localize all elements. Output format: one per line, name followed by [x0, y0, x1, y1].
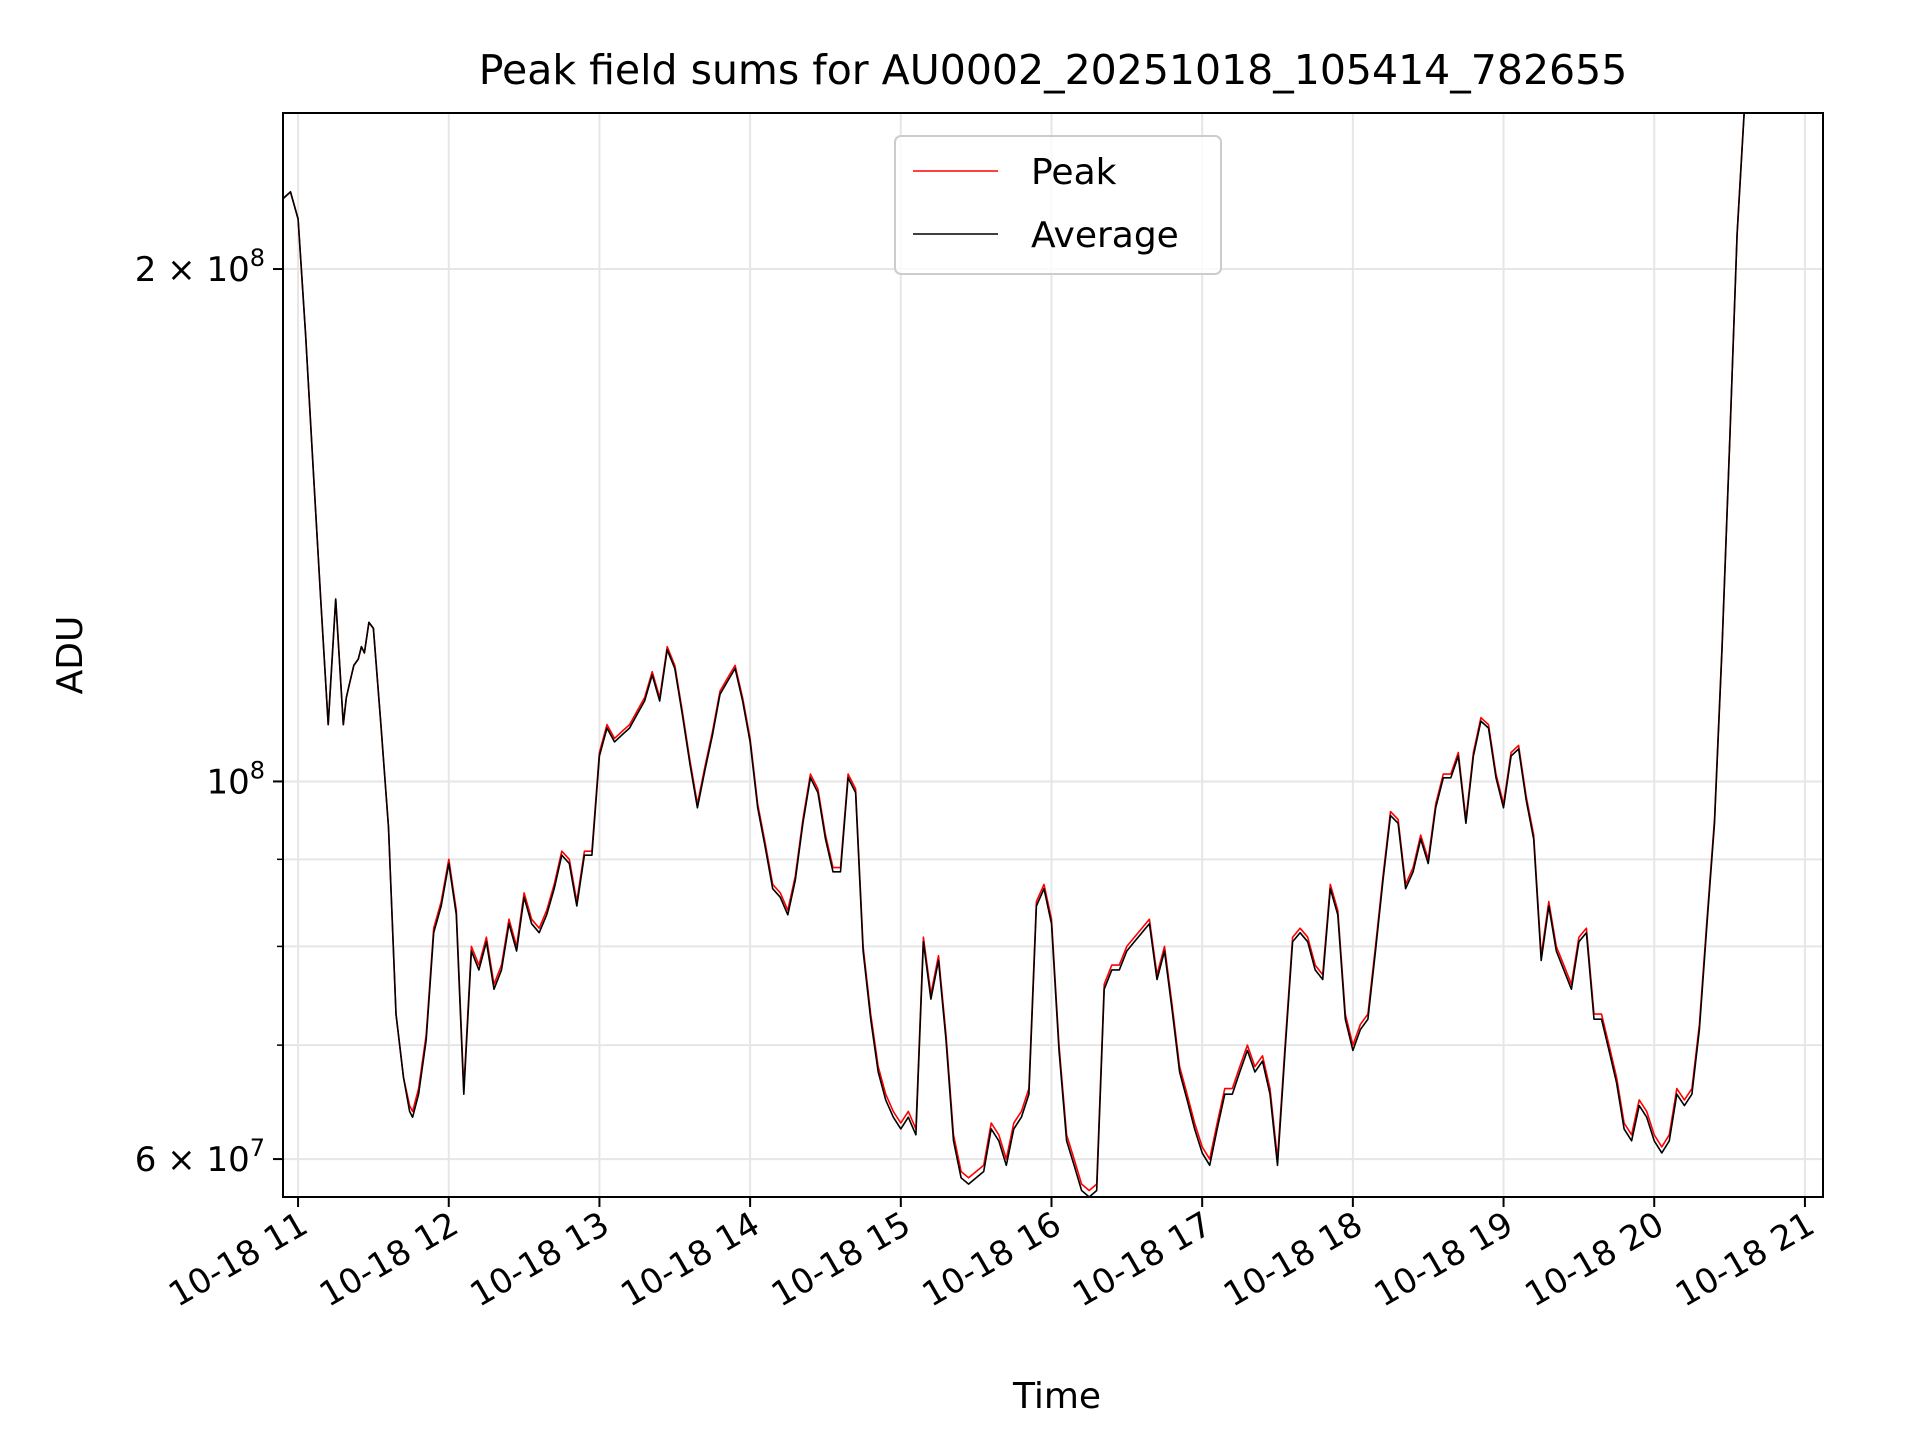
y-tick-mantissa: 6 — [135, 1140, 157, 1180]
y-tick-base: 10 — [206, 1140, 249, 1180]
legend: Peak Average — [894, 135, 1222, 275]
y-tick-base: 10 — [206, 250, 249, 290]
y-tick-exponent: 8 — [250, 244, 265, 272]
y-tick-label: 108 — [206, 756, 265, 802]
y-tick-base: 10 — [206, 762, 249, 802]
plot-frame — [282, 112, 1824, 1198]
y-tick-mantissa: 2 — [135, 250, 157, 290]
legend-label-peak: Peak — [1031, 152, 1117, 193]
chart-title: Peak field sums for AU0002_20251018_1054… — [479, 46, 1628, 94]
y-tick-label: 6 × 107 — [135, 1134, 265, 1180]
legend-label-average: Average — [1031, 215, 1179, 256]
series-lines — [283, 113, 1745, 1197]
y-axis-label: ADU — [50, 616, 91, 695]
x-axis-label: Time — [1012, 1376, 1101, 1417]
y-tick-times-sign: × — [156, 250, 206, 290]
y-tick-label: 2 × 108 — [135, 244, 265, 290]
y-tick-exponent: 8 — [250, 756, 265, 784]
y-tick-times-sign: × — [156, 1140, 206, 1180]
series-line-average — [283, 113, 1745, 1197]
y-tick-exponent: 7 — [250, 1134, 265, 1162]
